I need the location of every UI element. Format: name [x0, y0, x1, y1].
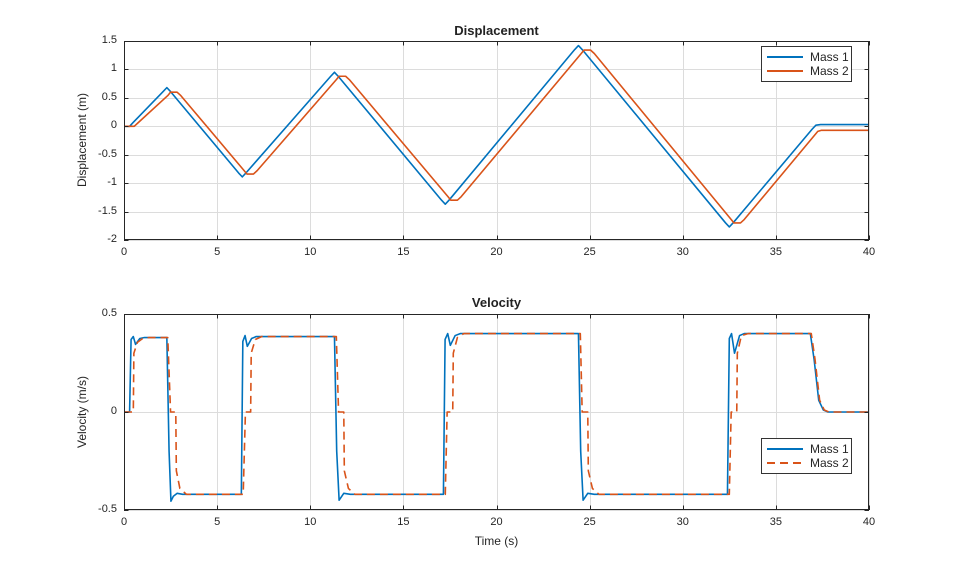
y-tick-label: 0: [110, 405, 117, 417]
time-xlabel: Time (s): [474, 534, 519, 548]
legend-item-mass2[interactable]: Mass 2: [767, 456, 851, 470]
legend-item-mass1[interactable]: Mass 1: [767, 50, 851, 64]
y-tick-label: 0: [110, 119, 117, 132]
mass-2-line[interactable]: [124, 49, 869, 224]
x-tick-label: 25: [583, 516, 596, 528]
x-tick-label: 30: [676, 516, 689, 528]
legend-label-mass1: Mass 1: [810, 50, 849, 64]
axes-frame: [124, 41, 869, 240]
x-tick-label: 20: [490, 246, 503, 258]
legend-label-mass1: Mass 1: [810, 442, 849, 456]
legend-label-mass2: Mass 2: [810, 64, 849, 78]
x-tick-label: 30: [676, 246, 689, 258]
y-tick-label: 0.5: [101, 90, 117, 103]
displacement-ylabel: Displacement (m): [75, 92, 89, 188]
velocity-title: Velocity: [471, 295, 522, 310]
x-tick-label: 0: [120, 246, 128, 258]
x-tick-label: 25: [583, 246, 596, 258]
x-tick-label: 5: [214, 246, 221, 258]
legend-label-mass2: Mass 2: [810, 456, 849, 470]
x-tick-label: 20: [490, 516, 503, 528]
velocity-legend[interactable]: Mass 1 Mass 2: [761, 438, 852, 474]
y-tick-label: -2: [107, 233, 117, 245]
y-tick-label: 0.5: [101, 307, 117, 319]
mass-1-line[interactable]: [124, 44, 869, 228]
mass1-line-sample: [767, 56, 803, 58]
mass2-line-sample: [767, 70, 803, 72]
mass-1-line[interactable]: [124, 332, 869, 502]
velocity-plot-area[interactable]: [124, 314, 870, 511]
x-tick-label: 5: [214, 516, 221, 528]
displacement-title: Displacement: [454, 23, 539, 38]
y-tick-label: -0.5: [98, 503, 117, 515]
x-tick-label: 35: [769, 516, 782, 528]
x-tick-label: 40: [862, 246, 876, 258]
x-tick-label: 10: [304, 246, 317, 258]
y-tick-label: -1: [107, 176, 117, 189]
mass-2-line[interactable]: [124, 332, 869, 496]
x-tick-label: 10: [304, 516, 317, 528]
x-tick-label: 15: [397, 516, 410, 528]
x-tick-label: 0: [120, 516, 128, 528]
legend-item-mass2[interactable]: Mass 2: [767, 64, 851, 78]
x-tick-label: 40: [862, 516, 876, 528]
x-tick-label: 15: [397, 246, 410, 258]
x-tick-label: 35: [769, 246, 782, 258]
legend-item-mass1[interactable]: Mass 1: [767, 442, 851, 456]
mass2-dashed-line-sample: [767, 462, 803, 464]
y-tick-label: 1: [110, 62, 117, 75]
mass1-line-sample: [767, 448, 803, 450]
y-tick-label: -1.5: [98, 204, 117, 217]
displacement-legend[interactable]: Mass 1 Mass 2: [761, 46, 852, 82]
y-tick-label: -0.5: [98, 147, 117, 160]
y-tick-label: 1.5: [101, 34, 117, 46]
displacement-plot-area[interactable]: [124, 41, 870, 241]
